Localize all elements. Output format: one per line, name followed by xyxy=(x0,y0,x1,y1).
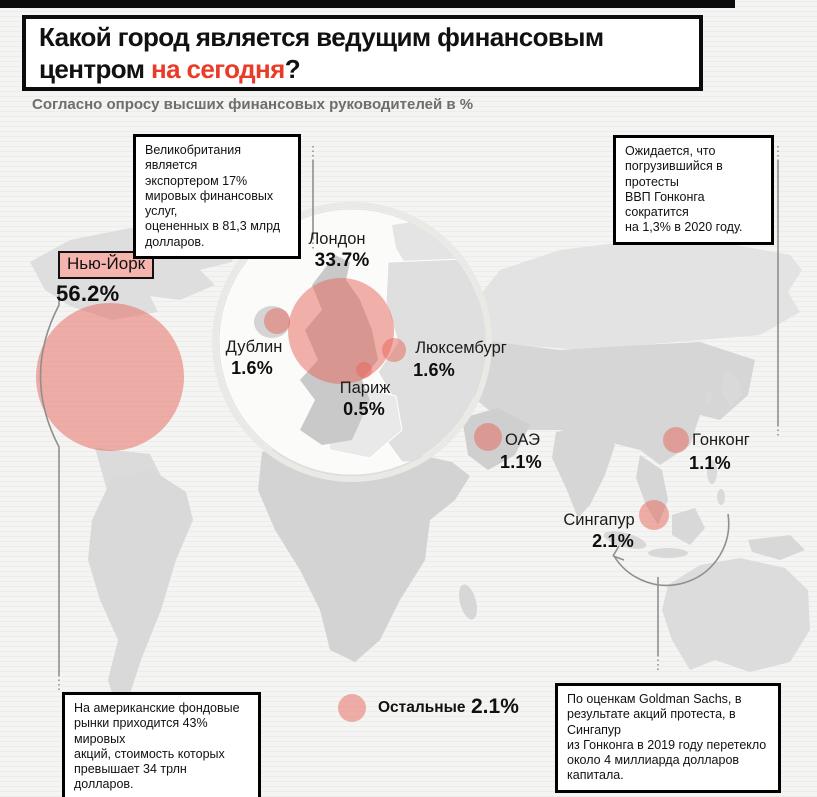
note-goldman-sachs: По оценкам Goldman Sachs, в результате а… xyxy=(555,683,781,793)
page-title: Какой город является ведущим финансовым … xyxy=(22,15,703,91)
label-london: Лондон xyxy=(308,230,366,248)
value-hong-kong: 1.1% xyxy=(689,453,731,473)
label-dublin: Дублин xyxy=(225,338,283,356)
title-line2: центром xyxy=(39,53,151,84)
subtitle: Согласно опросу высших финансовых руково… xyxy=(32,96,474,113)
title-question-mark: ? xyxy=(284,53,301,84)
label-uae: ОАЭ xyxy=(505,431,540,449)
note-hong-kong-gdp: Ожидается, что погрузившийся в протесты … xyxy=(613,135,774,245)
note-uk-exports: Великобритания является экспортером 17% … xyxy=(133,134,301,259)
label-hong-kong: Гонконг xyxy=(692,431,750,449)
bubble-new-york xyxy=(36,303,184,451)
title-line1: Какой город является ведущим финансовым xyxy=(39,22,604,52)
bubble-london xyxy=(288,278,394,384)
legend-label-others: Остальные xyxy=(378,699,466,716)
top-accent-bar xyxy=(0,0,735,8)
bubble-luxembourg xyxy=(382,338,406,362)
value-new-york: 56.2% xyxy=(56,281,120,306)
value-uae: 1.1% xyxy=(500,452,542,472)
label-luxembourg: Люксембург xyxy=(415,339,507,357)
bubble-paris xyxy=(356,362,372,378)
value-dublin: 1.6% xyxy=(231,358,273,378)
note-us-stock-markets: На американские фондовые рынки приходитс… xyxy=(62,692,261,797)
value-luxembourg: 1.6% xyxy=(413,360,455,380)
bubble-uae xyxy=(474,423,502,451)
label-paris: Париж xyxy=(339,379,391,397)
value-paris: 0.5% xyxy=(343,399,385,419)
legend-bubble-others xyxy=(338,694,366,722)
title-highlight: на сегодня xyxy=(150,53,285,84)
bubble-singapore xyxy=(639,500,669,530)
value-london: 33.7% xyxy=(314,250,370,271)
bubble-hong-kong xyxy=(663,427,689,453)
label-singapore: Сингапур xyxy=(563,511,635,529)
value-singapore: 2.1% xyxy=(592,531,634,551)
bubble-dublin xyxy=(264,308,290,334)
label-new-york: Нью-Йорк xyxy=(58,251,155,279)
legend-value-others: 2.1% xyxy=(471,695,519,718)
